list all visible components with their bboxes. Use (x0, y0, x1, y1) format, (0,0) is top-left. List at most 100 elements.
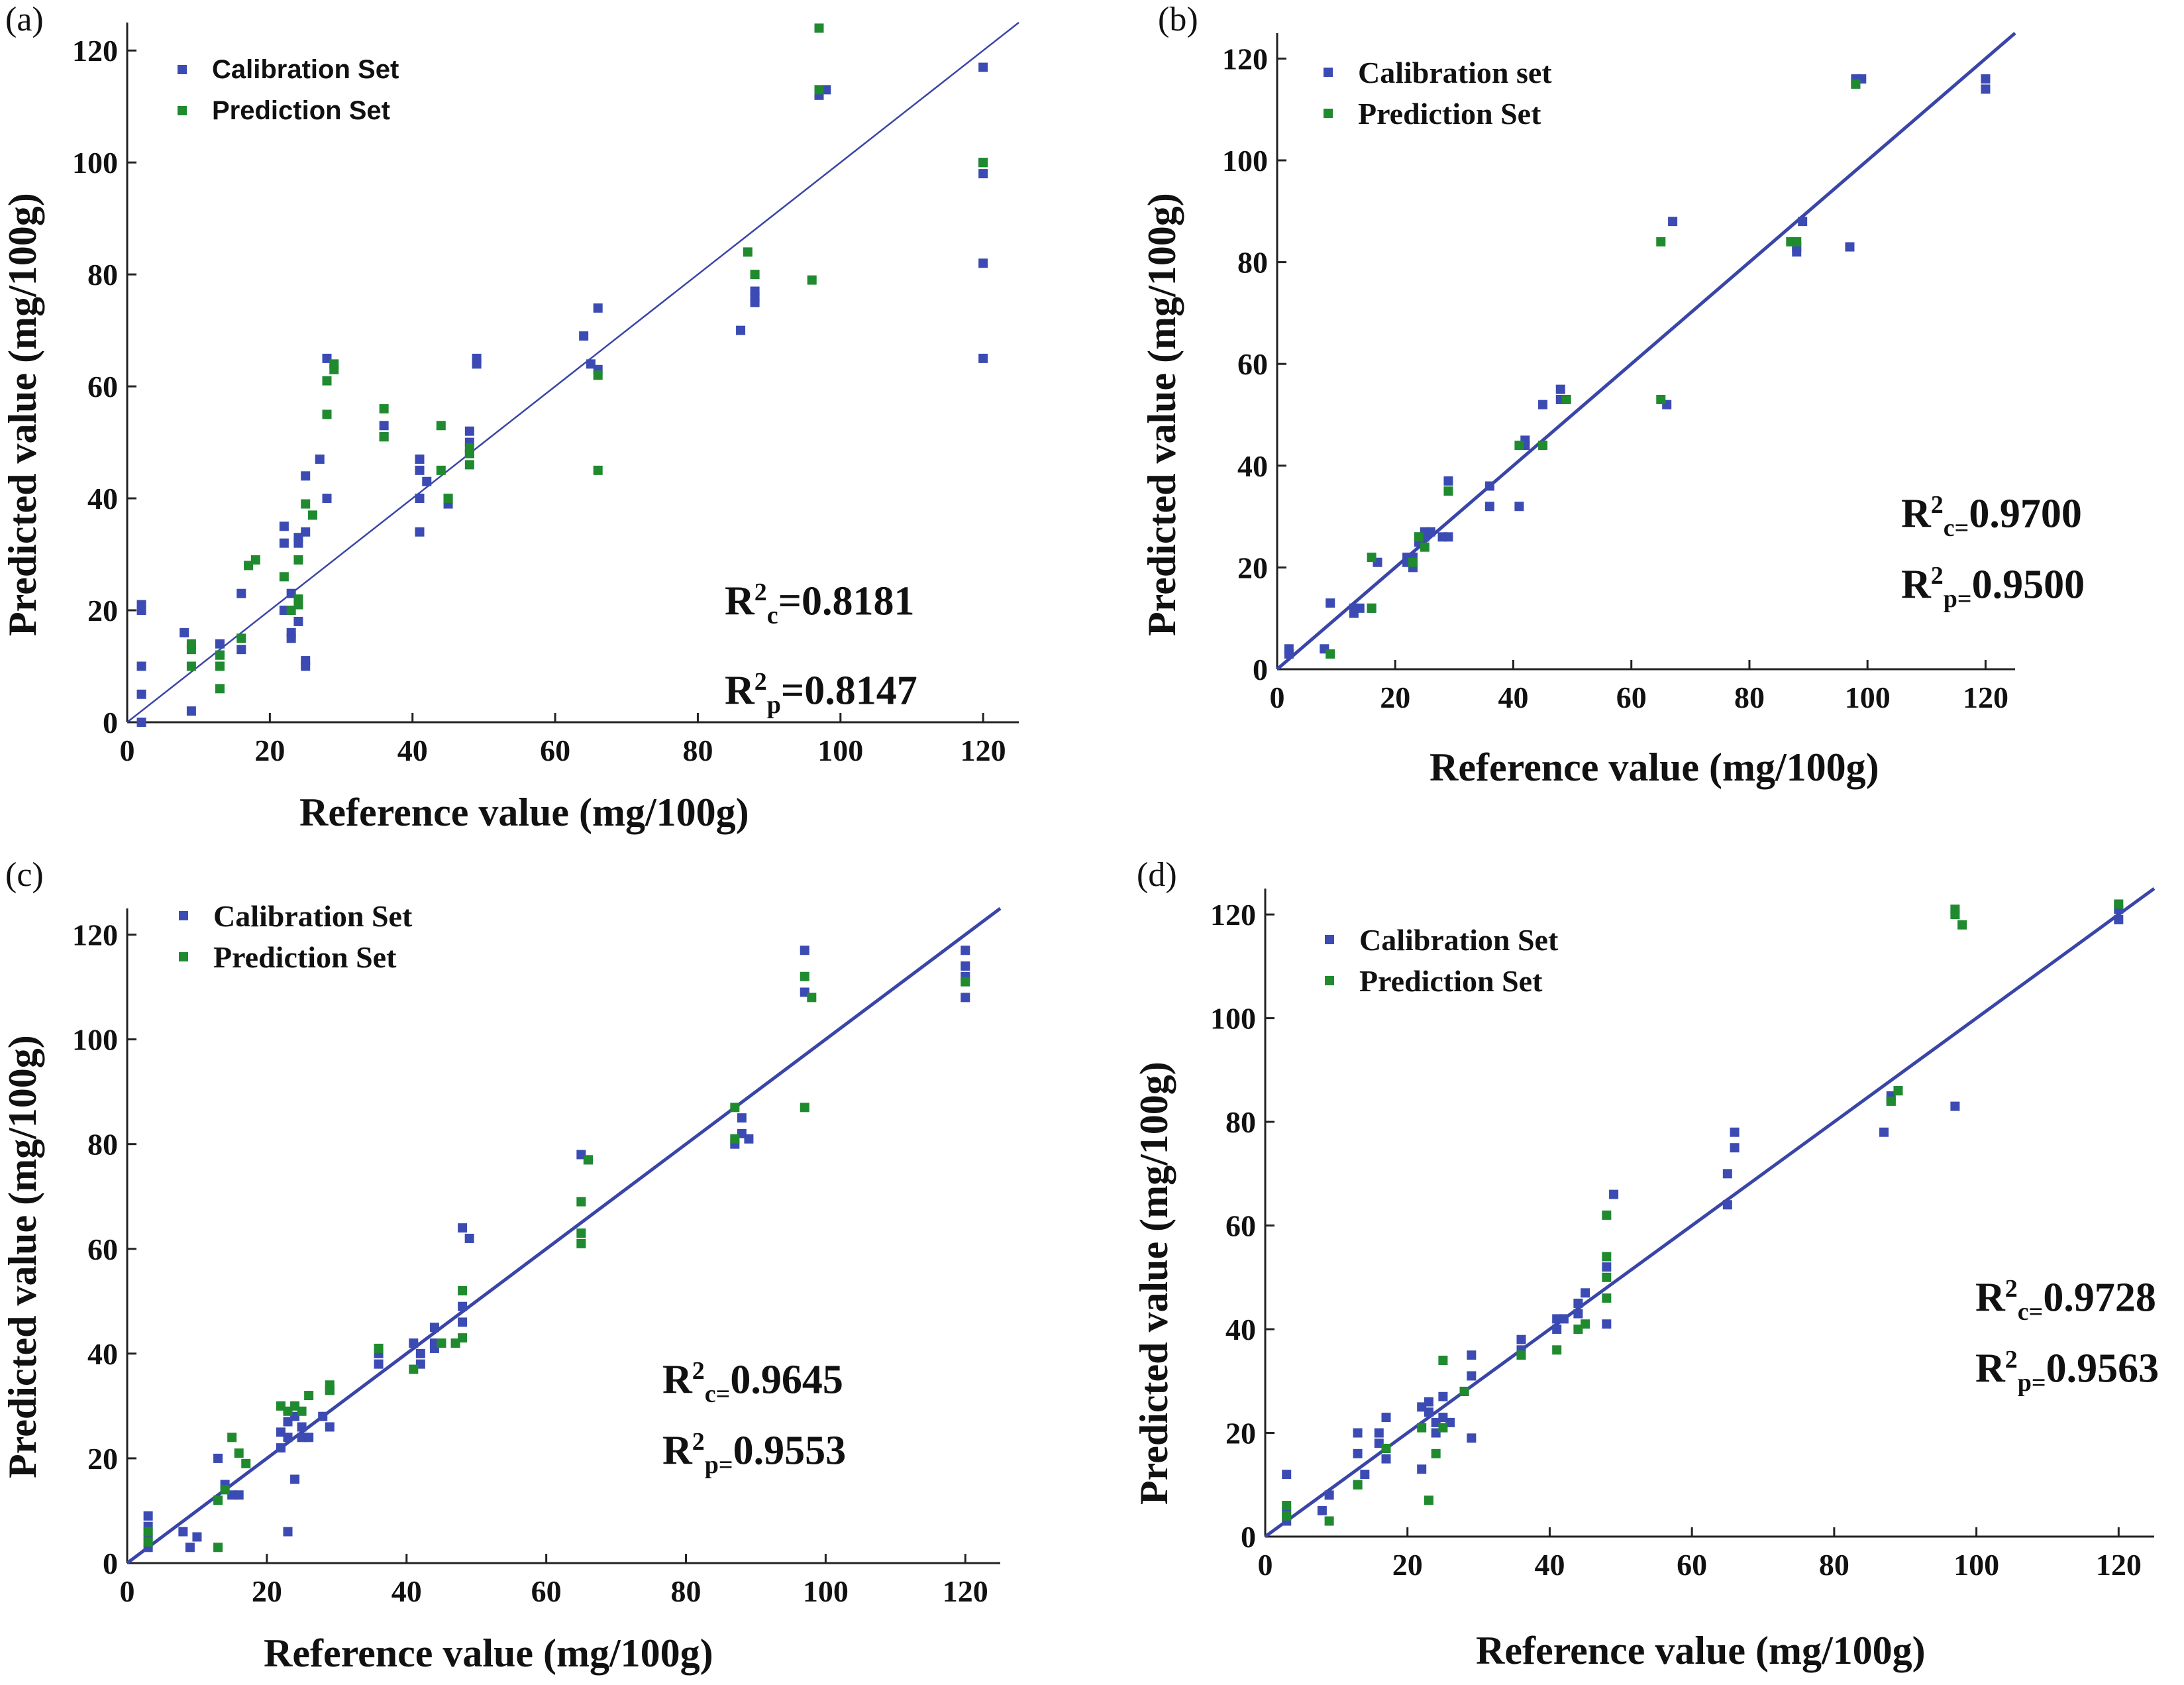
calibration-point (283, 1417, 293, 1427)
x-tick-label: 40 (391, 1574, 422, 1608)
legend-label-prediction: Prediction Set (1359, 963, 1543, 998)
y-tick-label: 20 (1225, 1417, 1256, 1450)
calibration-point (136, 661, 146, 671)
prediction-point (1367, 603, 1377, 613)
calibration-point (276, 1427, 286, 1437)
prediction-point (1602, 1210, 1612, 1220)
prediction-point (443, 494, 453, 504)
prediction-point (464, 460, 474, 470)
calibration-point (1355, 603, 1365, 613)
y-tick-label: 120 (1222, 42, 1268, 76)
calibration-point (1573, 1309, 1583, 1319)
prediction-point (576, 1228, 586, 1238)
prediction-point (322, 409, 332, 419)
prediction-point (374, 1343, 384, 1353)
legend-label-calibration: Calibration set (1358, 55, 1552, 89)
calibration-point (415, 454, 425, 464)
prediction-point (1851, 79, 1861, 89)
prediction-point (236, 633, 246, 643)
prediction-point (1602, 1293, 1612, 1303)
x-axis-label: Reference value (mg/100g) (299, 790, 749, 834)
x-tick-label: 40 (1498, 680, 1528, 714)
prediction-point (814, 85, 824, 95)
y-tick-label: 60 (87, 370, 118, 404)
calibration-point (736, 325, 746, 335)
calibration-point (1467, 1433, 1477, 1443)
x-tick-label: 80 (682, 734, 713, 767)
prediction-point (576, 1238, 586, 1248)
r-squared-prediction: R2p=0.9553 (662, 1428, 847, 1480)
x-tick-label: 120 (961, 734, 1006, 767)
calibration-point (379, 421, 389, 431)
calibration-point (458, 1223, 468, 1233)
prediction-point (215, 650, 225, 660)
x-tick-label: 20 (252, 1574, 282, 1608)
legend-item-calibration: Calibration Set (1325, 919, 1558, 960)
calibration-point (1722, 1169, 1732, 1179)
calibration-point (304, 1433, 314, 1442)
y-tick-label: 60 (1225, 1209, 1256, 1243)
calibration-point (1438, 1413, 1448, 1423)
chart-panel-c: (c) 0 20 40 60 80 100 120 0 20 40 60 80 100 120 Calib… (0, 842, 1092, 1684)
calibration-point (422, 476, 432, 486)
prediction-point (978, 158, 988, 168)
prediction-point (186, 639, 196, 649)
prediction-point (213, 1543, 223, 1552)
r-squared-prediction: R2p=0.9500 (1901, 562, 2085, 614)
legend-label-prediction: Prediction Set (1358, 96, 1541, 131)
prediction-point (1367, 553, 1377, 563)
y-tick-label: 120 (1210, 898, 1256, 932)
calibration-point (374, 1359, 384, 1369)
calibration-point (978, 62, 988, 72)
legend-label-calibration: Calibration Set (1359, 922, 1559, 957)
prediction-point (1602, 1272, 1612, 1282)
calibration-point (325, 1422, 335, 1432)
calibration-point (192, 1532, 202, 1542)
prediction-point (458, 1333, 468, 1343)
calibration-point (1443, 532, 1453, 542)
legend-item-calibration: Calibration set (1324, 52, 1552, 93)
prediction-point (1353, 1480, 1363, 1490)
calibration-point (1555, 384, 1565, 394)
prediction-point (464, 443, 474, 453)
prediction-point (1656, 237, 1666, 246)
calibration-point (143, 1511, 153, 1521)
calibration-point (1581, 1288, 1590, 1298)
calibration-point (821, 85, 831, 95)
y-axis-label: Predicted value (mg/100g) (1140, 193, 1184, 636)
prediction-point (276, 1401, 286, 1411)
r-squared-prediction: R2p=0.9563 (1975, 1346, 2159, 1397)
calibration-point (1284, 649, 1294, 659)
prediction-point (234, 1448, 244, 1458)
x-tick-label: 80 (1734, 680, 1765, 714)
prediction-point (1431, 1448, 1441, 1458)
calibration-point (1426, 527, 1435, 537)
calibration-point (579, 331, 589, 341)
calibration-point (136, 718, 146, 727)
calibration-point (1445, 1417, 1455, 1427)
prediction-point (1420, 542, 1430, 552)
calibration-point (1602, 1262, 1612, 1272)
calibration-point (290, 1411, 300, 1421)
calibration-point (750, 298, 760, 307)
y-tick-label: 100 (72, 1023, 118, 1057)
calibration-point (1431, 1417, 1441, 1427)
calibration-point (961, 946, 970, 955)
calibration-point (315, 454, 325, 464)
legend: Calibration Set Prediction Set (1325, 919, 1558, 1001)
prediction-point (1573, 1325, 1583, 1334)
r-squared-annotation: R2c=0.9728 R2p=0.9563 (1975, 1256, 2159, 1416)
panel-label: (d) (1137, 856, 1177, 894)
calibration-point (180, 627, 189, 637)
prediction-point (297, 1406, 307, 1416)
calibration-point (301, 527, 311, 537)
y-tick-label: 120 (72, 34, 118, 68)
prediction-point (1538, 441, 1548, 451)
prediction-point (325, 1386, 335, 1395)
x-tick-label: 20 (1392, 1548, 1423, 1582)
calibration-point (1381, 1454, 1391, 1464)
y-axis-label: Predicted value (mg/100g) (1132, 1061, 1176, 1505)
calibration-point (1317, 1505, 1327, 1515)
prediction-point (750, 270, 760, 280)
r-squared-calibration: R2c=0.9700 (1901, 491, 2082, 543)
